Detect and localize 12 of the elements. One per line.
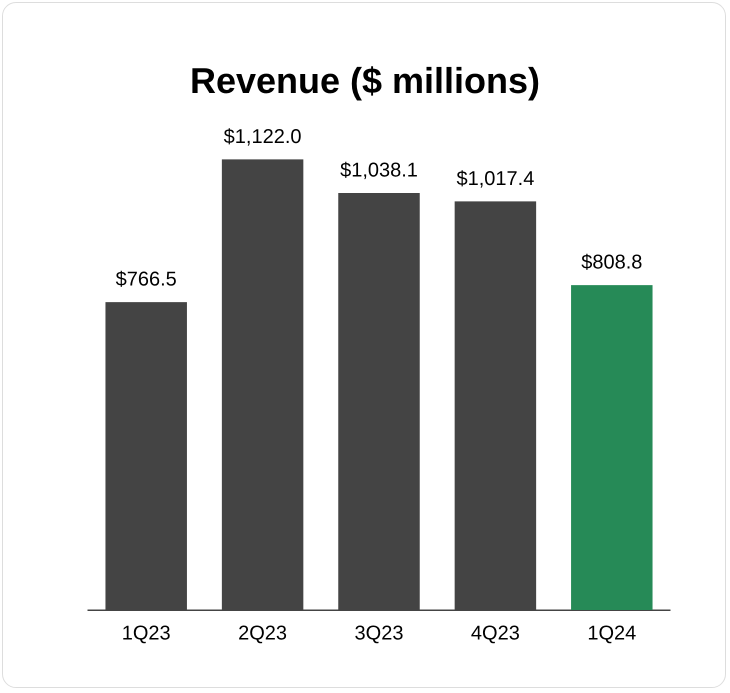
x-tick-label: 1Q23 [122, 622, 171, 645]
x-tick-label: 2Q23 [238, 622, 288, 645]
data-label: $1,017.4 [456, 168, 534, 190]
data-label: $1,038.1 [340, 160, 418, 182]
x-tick-label: 3Q23 [354, 622, 404, 645]
x-tick-label: 4Q23 [470, 622, 520, 645]
data-label: $766.5 [116, 268, 177, 291]
x-tick-label: 1Q24 [587, 622, 636, 645]
data-label: $1,122.0 [224, 126, 302, 148]
chart-title: Revenue ($ millions) [188, 60, 542, 102]
bar [571, 285, 653, 610]
data-label: $808.8 [581, 252, 642, 274]
